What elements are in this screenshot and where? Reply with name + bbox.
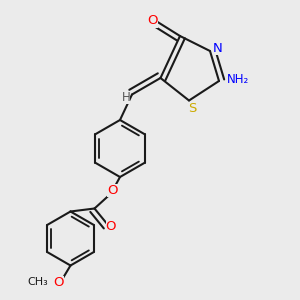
Text: S: S: [188, 101, 196, 115]
Text: H: H: [122, 91, 130, 104]
Text: O: O: [107, 184, 118, 197]
Text: O: O: [148, 14, 158, 28]
Text: CH₃: CH₃: [27, 277, 48, 287]
Text: NH₂: NH₂: [226, 73, 249, 86]
Text: O: O: [106, 220, 116, 233]
Text: O: O: [53, 275, 64, 289]
Text: N: N: [213, 41, 222, 55]
